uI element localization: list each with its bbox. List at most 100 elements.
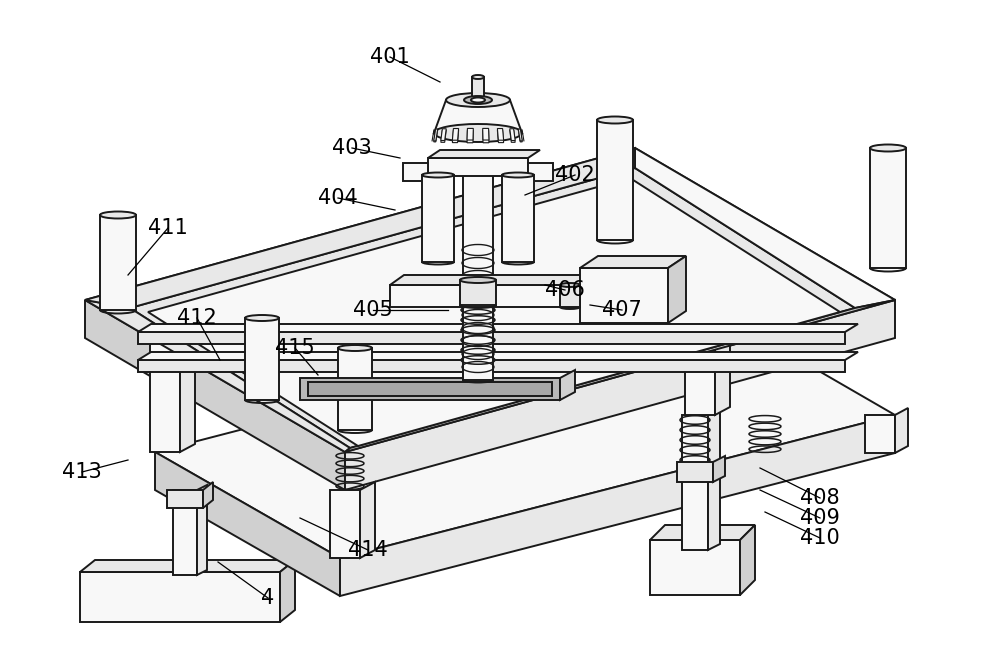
Polygon shape [155,308,895,558]
Polygon shape [497,130,504,143]
Polygon shape [560,370,575,400]
Text: 401: 401 [370,47,410,67]
Polygon shape [510,129,515,140]
Polygon shape [463,162,493,380]
Polygon shape [155,452,340,596]
Polygon shape [580,268,668,323]
Polygon shape [360,482,375,558]
Text: 404: 404 [318,188,358,208]
Polygon shape [441,130,446,142]
Polygon shape [895,408,908,453]
Polygon shape [138,332,845,344]
Polygon shape [150,338,180,452]
Polygon shape [740,525,755,595]
Polygon shape [713,456,725,482]
Text: 406: 406 [545,280,585,300]
Ellipse shape [446,93,510,107]
Polygon shape [308,382,552,396]
Polygon shape [330,490,360,558]
Polygon shape [434,130,438,142]
Ellipse shape [560,283,580,287]
Polygon shape [434,100,522,133]
Text: 402: 402 [555,165,595,185]
Polygon shape [138,360,845,372]
Polygon shape [650,525,755,540]
Polygon shape [441,129,446,140]
Ellipse shape [460,277,496,283]
Polygon shape [635,148,895,308]
Polygon shape [467,130,473,143]
Polygon shape [203,482,213,508]
Polygon shape [85,300,345,490]
Polygon shape [173,490,197,575]
Ellipse shape [870,145,906,151]
Polygon shape [518,130,522,142]
Text: 407: 407 [602,300,642,320]
Text: 411: 411 [148,218,188,238]
Polygon shape [138,352,858,360]
Polygon shape [148,178,840,446]
Polygon shape [668,256,686,323]
Polygon shape [460,280,496,305]
Polygon shape [130,168,855,448]
Polygon shape [560,285,580,307]
Polygon shape [865,415,895,453]
Polygon shape [483,129,489,140]
Ellipse shape [422,173,454,177]
Polygon shape [677,462,713,482]
Text: 408: 408 [800,488,840,508]
Polygon shape [300,378,560,400]
Polygon shape [580,256,686,268]
Polygon shape [345,300,895,452]
Text: 410: 410 [800,528,840,548]
Ellipse shape [463,160,493,164]
Polygon shape [483,130,489,143]
Polygon shape [452,130,459,143]
Ellipse shape [100,212,136,219]
Text: 413: 413 [62,462,102,482]
Polygon shape [345,300,895,490]
Polygon shape [682,415,708,550]
Polygon shape [85,300,350,452]
Ellipse shape [472,75,484,79]
Polygon shape [472,77,484,100]
Polygon shape [715,300,730,415]
Polygon shape [390,285,648,307]
Polygon shape [245,318,279,400]
Polygon shape [870,148,906,268]
Text: 415: 415 [275,338,315,358]
Polygon shape [510,130,515,142]
Polygon shape [167,490,203,508]
Polygon shape [650,540,740,595]
Polygon shape [100,215,136,310]
Polygon shape [280,560,295,622]
Polygon shape [708,409,720,550]
Polygon shape [422,175,454,262]
Ellipse shape [502,173,534,177]
Ellipse shape [338,345,372,351]
Ellipse shape [597,117,633,123]
Polygon shape [80,572,280,622]
Polygon shape [497,129,504,140]
Ellipse shape [245,315,279,321]
Text: 403: 403 [332,138,372,158]
Polygon shape [685,308,715,415]
Polygon shape [180,330,195,452]
Polygon shape [80,560,295,572]
Polygon shape [432,129,434,141]
Polygon shape [522,129,524,141]
Polygon shape [452,129,459,140]
Ellipse shape [471,97,485,103]
Text: 405: 405 [353,300,393,320]
Polygon shape [338,348,372,430]
Polygon shape [138,324,858,332]
Polygon shape [85,148,635,308]
Polygon shape [434,129,438,141]
Text: 414: 414 [348,540,388,560]
Polygon shape [518,129,522,141]
Polygon shape [403,163,428,181]
Polygon shape [428,158,528,176]
Ellipse shape [434,124,522,142]
Text: 4: 4 [261,588,275,608]
Polygon shape [428,150,540,158]
